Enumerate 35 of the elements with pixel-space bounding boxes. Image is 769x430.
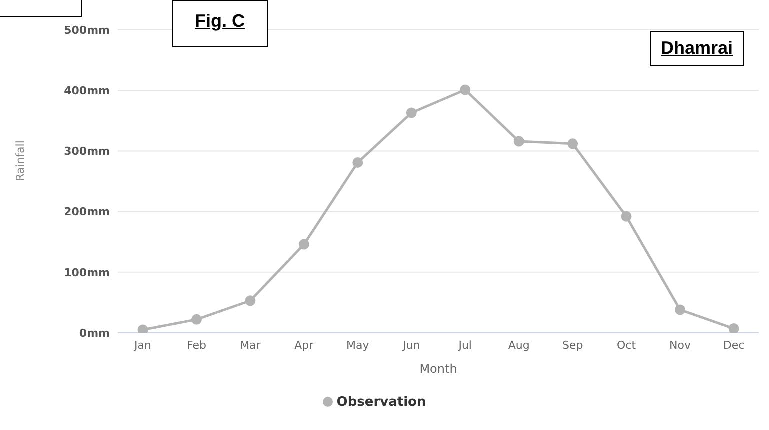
x-tick-label: Aug: [508, 338, 530, 352]
y-tick-label: 0mm: [79, 326, 110, 340]
y-tick-label: 500mm: [64, 24, 110, 37]
point: [460, 84, 471, 96]
x-axis-title: Month: [420, 362, 458, 376]
point: [191, 314, 202, 325]
x-tick-label: Feb: [186, 338, 206, 352]
point: [245, 296, 256, 306]
point: [514, 136, 524, 147]
x-tick-label: Oct: [617, 338, 637, 352]
x-tick-label: Jun: [402, 338, 420, 352]
x-tick-label: Apr: [294, 338, 314, 352]
point: [352, 157, 364, 168]
point: [406, 108, 417, 118]
x-tick-label: Jan: [134, 338, 152, 352]
x-tick-label: Nov: [670, 338, 692, 352]
y-tick-label: 100mm: [64, 266, 110, 280]
point: [675, 304, 686, 316]
annotation: Fig. C: [172, 0, 268, 47]
y-tick-label: 200mm: [64, 206, 110, 219]
point: [298, 239, 310, 250]
x-tick-label: Jul: [458, 338, 472, 352]
point: [728, 324, 740, 333]
y-tick-label: 400mm: [64, 84, 110, 98]
legend-label: Observation: [336, 395, 426, 410]
x-tick-label: Dec: [723, 338, 745, 352]
point: [568, 138, 578, 150]
annotation: Dhamrai: [650, 31, 744, 66]
x-tick-label: May: [346, 338, 370, 352]
y-tick-label: 300mm: [64, 145, 110, 158]
x-tick-label: Sep: [562, 338, 584, 352]
y-axis-title: Rainfall: [14, 140, 27, 182]
x-tick-label: Mar: [240, 338, 262, 352]
point: [138, 324, 148, 333]
point: [621, 211, 632, 222]
